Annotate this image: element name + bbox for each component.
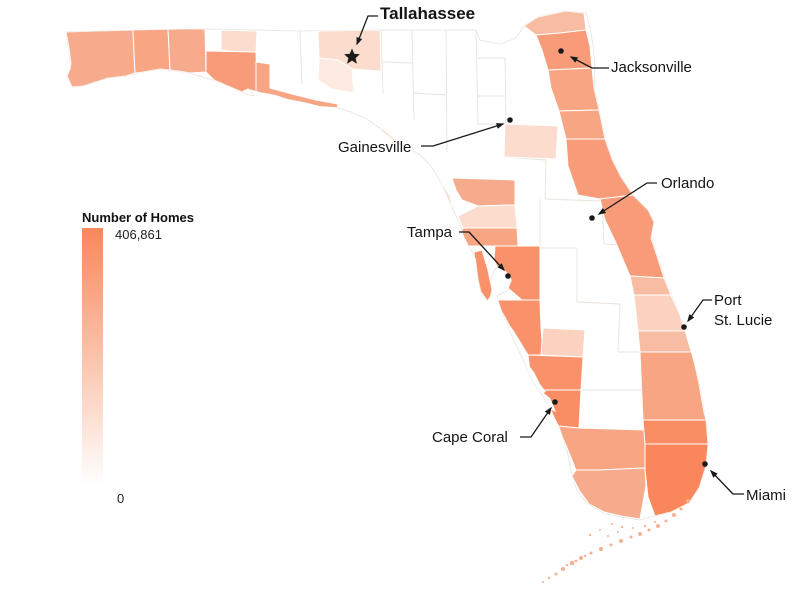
county-monroe-mainland	[571, 467, 647, 520]
county-miami-dade	[644, 443, 708, 517]
county-bay	[205, 50, 258, 93]
county-putnam	[503, 123, 559, 160]
county-manatee-sarasota	[487, 299, 544, 356]
florida-keys-speckles	[542, 499, 690, 583]
tampa-leader-line	[459, 231, 506, 272]
county-hillsborough	[493, 245, 541, 301]
city-label-miami: Miami	[746, 487, 786, 504]
tallahassee-leader-line	[356, 15, 378, 46]
city-label-tallahassee: Tallahassee	[380, 4, 476, 23]
city-label-gainesville: Gainesville	[338, 139, 412, 156]
port-st-lucie-dot-marker	[681, 324, 687, 330]
county-desoto	[540, 327, 586, 358]
city-label-orlando: Orlando	[661, 175, 715, 192]
county-walton	[167, 28, 207, 74]
miami-dot-marker	[702, 461, 708, 467]
cape-coral-leader-line	[520, 406, 552, 438]
county-st-lucie	[633, 294, 687, 332]
county-washington-holmes	[220, 29, 258, 53]
county-brevard	[599, 194, 665, 279]
county-liberty-wakulla	[317, 57, 355, 94]
jacksonville-dot-marker	[558, 48, 564, 54]
gainesville-dot-marker	[507, 117, 513, 123]
tampa-dot-marker	[505, 273, 511, 279]
county-flagler	[558, 109, 606, 140]
city-label-tampa: Tampa	[407, 224, 453, 241]
cape-coral-dot-marker	[552, 399, 558, 405]
city-label-jacksonville: Jacksonville	[611, 59, 692, 76]
legend-min-value: 0	[117, 491, 125, 506]
tallahassee-star-marker	[344, 48, 360, 64]
legend-max-value: 406,861	[115, 227, 162, 242]
county-pasco	[458, 227, 519, 247]
county-indian-river	[629, 275, 672, 296]
county-volusia	[565, 138, 634, 200]
county-broward	[642, 419, 708, 445]
county-palm-beach	[639, 351, 707, 421]
port-st-lucie-leader-line	[687, 299, 712, 323]
county-okaloosa	[132, 28, 171, 74]
city-label-port-st-lucie-line1: Port	[714, 292, 742, 309]
jacksonville-leader-line	[569, 56, 609, 69]
city-label-cape-coral: Cape Coral	[432, 429, 508, 446]
city-label-port-st-lucie-line2: St. Lucie	[714, 312, 773, 329]
legend-title: Number of Homes	[82, 210, 194, 225]
legend-gradient-bar	[82, 228, 103, 486]
orlando-leader-line	[597, 182, 657, 215]
miami-leader-line	[709, 469, 744, 495]
gainesville-leader-line	[421, 123, 505, 147]
county-escambia-santarosa	[66, 29, 136, 88]
city-label-port-st-lucie: Port St. Lucie	[714, 291, 772, 331]
orlando-dot-marker	[589, 215, 595, 221]
county-martin	[637, 330, 693, 353]
